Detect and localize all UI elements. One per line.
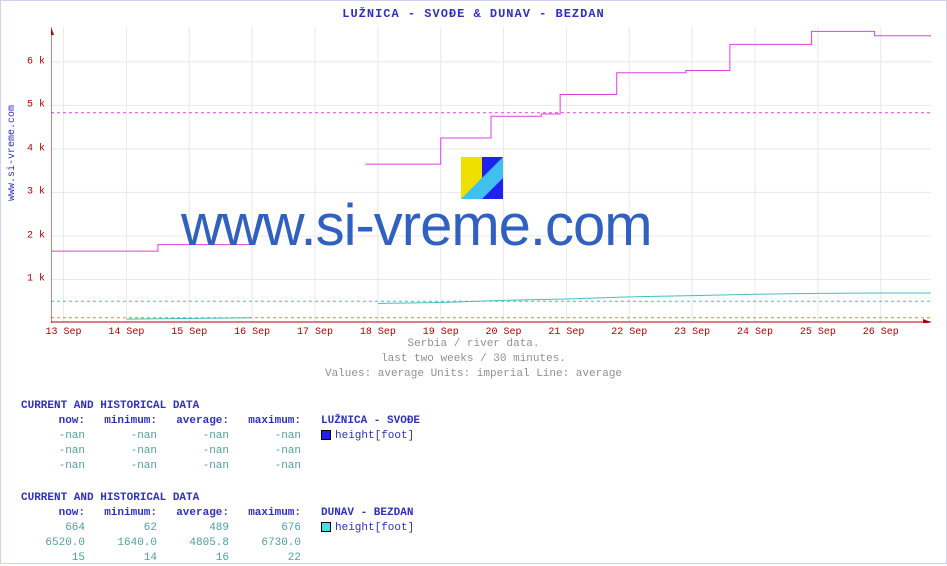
metric-label: height[foot] [309, 429, 428, 444]
data-table: now:minimum:average:maximum:LUŽNICA - SV… [21, 414, 428, 474]
y-tick-label: 4 k [15, 143, 45, 154]
data-value: 62 [93, 521, 165, 536]
data-header: CURRENT AND HISTORICAL DATA [21, 399, 428, 414]
subtitle-line-1: Serbia / river data. [1, 337, 946, 352]
y-tick-label: 1 k [15, 274, 45, 285]
chart-subtitle: Serbia / river data. last two weeks / 30… [1, 337, 946, 382]
data-value: -nan [21, 429, 93, 444]
data-value: -nan [237, 459, 309, 474]
series-swatch [321, 430, 331, 440]
col-head: now: [21, 414, 93, 429]
data-value: 1640.0 [93, 536, 165, 551]
data-value: 489 [165, 521, 237, 536]
col-head: minimum: [93, 414, 165, 429]
chart-title: LUŽNICA - SVOĐE & DUNAV - BEZDAN [1, 1, 946, 21]
data-value: 664 [21, 521, 93, 536]
series-swatch [321, 522, 331, 532]
col-head: now: [21, 506, 93, 521]
data-value: -nan [165, 429, 237, 444]
y-tick-label: 3 k [15, 187, 45, 198]
data-value: -nan [165, 444, 237, 459]
data-value: 676 [237, 521, 309, 536]
col-head: maximum: [237, 506, 309, 521]
station-name: LUŽNICA - SVOĐE [309, 414, 428, 429]
data-value: -nan [93, 429, 165, 444]
y-tick-label: 2 k [15, 230, 45, 241]
data-value: 6520.0 [21, 536, 93, 551]
col-head: average: [165, 506, 237, 521]
station-name: DUNAV - BEZDAN [309, 506, 422, 521]
data-value: -nan [237, 429, 309, 444]
data-section-1: CURRENT AND HISTORICAL DATAnow:minimum:a… [21, 399, 428, 474]
y-tick-label: 5 k [15, 100, 45, 111]
col-head: minimum: [93, 506, 165, 521]
data-value: 4805.8 [165, 536, 237, 551]
metric-label: height[foot] [309, 521, 422, 536]
data-value: -nan [93, 459, 165, 474]
subtitle-line-3: Values: average Units: imperial Line: av… [1, 367, 946, 382]
col-head: average: [165, 414, 237, 429]
data-value: -nan [237, 444, 309, 459]
col-head: maximum: [237, 414, 309, 429]
watermark-text: www.si-vreme.com [181, 192, 652, 259]
data-value: -nan [21, 459, 93, 474]
data-header: CURRENT AND HISTORICAL DATA [21, 491, 422, 506]
subtitle-line-2: last two weeks / 30 minutes. [1, 352, 946, 367]
data-table: now:minimum:average:maximum:DUNAV - BEZD… [21, 506, 422, 566]
y-tick-label: 6 k [15, 56, 45, 67]
data-value: -nan [21, 444, 93, 459]
data-section-2: CURRENT AND HISTORICAL DATAnow:minimum:a… [21, 491, 422, 566]
data-value: -nan [93, 444, 165, 459]
data-value: -nan [165, 459, 237, 474]
data-value: 6730.0 [237, 536, 309, 551]
chart-area: www.si-vreme.com 1 k2 k3 k4 k5 k6 k13 Se… [51, 27, 931, 323]
